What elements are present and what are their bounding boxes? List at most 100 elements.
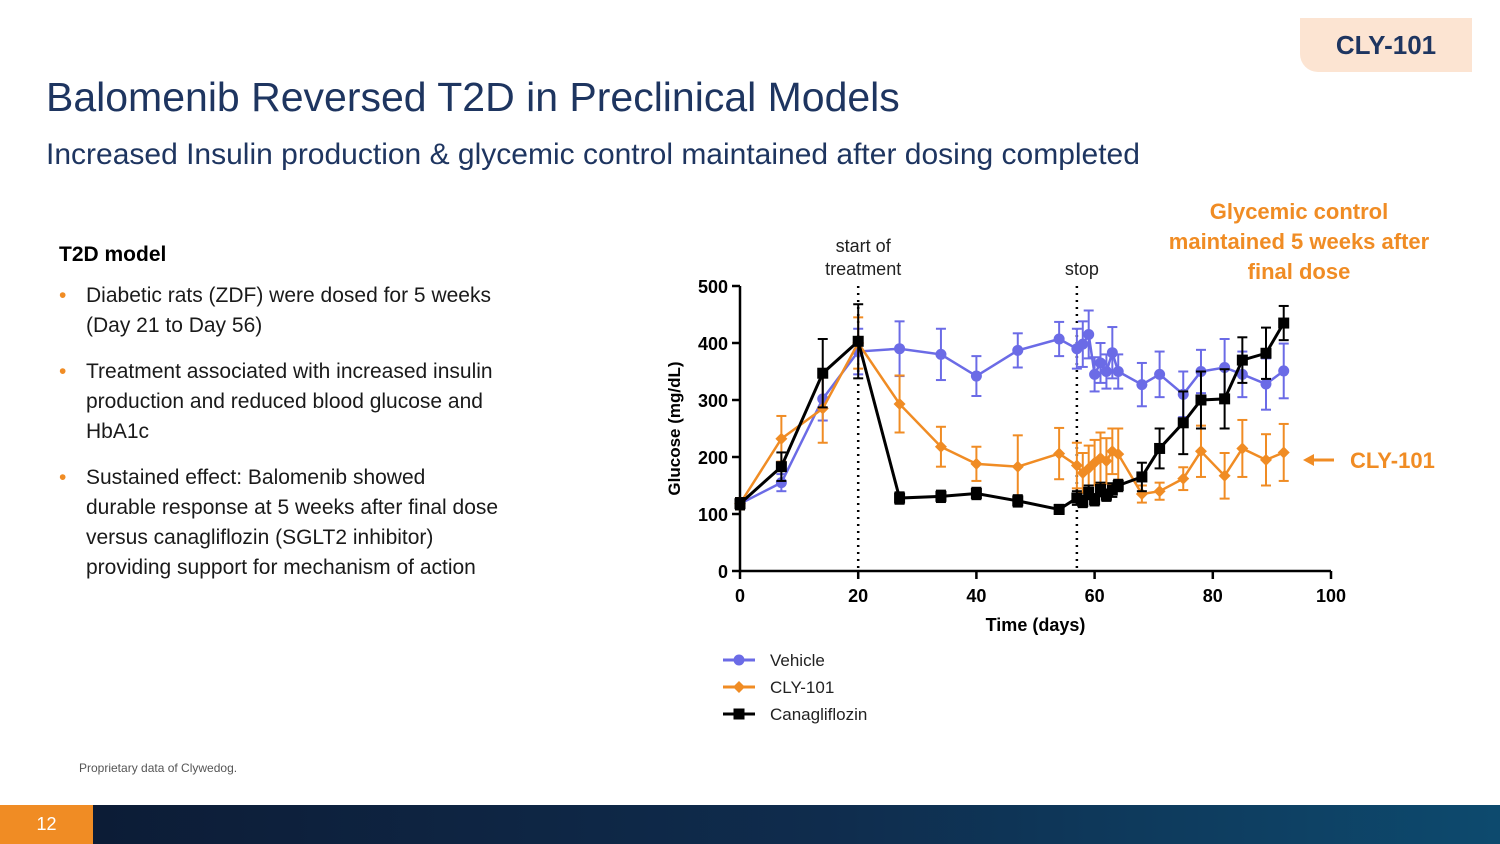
bullet-item: • Treatment associated with increased ins… [59, 357, 499, 447]
footnote: Proprietary data of Clywedog. [79, 761, 238, 775]
bullet-text: Treatment associated with increased insu… [86, 360, 493, 443]
data-point [1089, 494, 1101, 506]
data-point [816, 402, 829, 415]
data-point [935, 490, 947, 502]
callout-text: final dose [1248, 259, 1351, 284]
data-point [1136, 471, 1148, 483]
data-point [1100, 366, 1112, 377]
bullet-marker: • [59, 360, 67, 383]
data-point [1053, 447, 1066, 460]
data-point [1077, 338, 1089, 350]
data-point [894, 492, 906, 504]
callout-series-label: CLY-101 [1350, 448, 1435, 473]
y-tick-label: 300 [698, 391, 728, 411]
data-point [1112, 448, 1125, 461]
x-tick-label: 20 [848, 586, 868, 606]
data-point [970, 457, 983, 470]
data-point [1260, 347, 1272, 359]
data-point [935, 348, 947, 360]
y-tick-label: 100 [698, 505, 728, 525]
bullet-text: Diabetic rats (ZDF) were dosed for 5 wee… [86, 284, 491, 337]
dosing-marker-label: treatment [825, 259, 901, 279]
data-point [1218, 469, 1231, 482]
bullet-marker: • [59, 466, 67, 489]
data-point [1278, 317, 1290, 329]
y-tick-label: 0 [718, 562, 728, 582]
page-title: Balomenib Reversed T2D in Preclinical Mo… [46, 74, 900, 120]
page-subtitle: Increased Insulin production & glycemic … [46, 138, 1140, 171]
x-tick-label: 100 [1316, 586, 1346, 606]
data-point [1153, 485, 1166, 498]
data-point [1053, 503, 1065, 515]
data-point [894, 343, 906, 355]
legend-label: CLY-101 [770, 678, 834, 697]
data-point [1194, 445, 1207, 458]
dosing-marker-label: start of [836, 236, 892, 256]
data-point [1012, 344, 1024, 356]
x-tick-label: 40 [966, 586, 986, 606]
x-axis-label: Time (days) [986, 615, 1086, 635]
series-line [738, 322, 1286, 512]
callout-text: Glycemic control [1210, 199, 1389, 224]
dosing-marker-label: stop [1065, 259, 1099, 279]
y-tick-label: 400 [698, 334, 728, 354]
data-point [1219, 362, 1231, 374]
data-point [1236, 354, 1248, 366]
data-point [1053, 333, 1065, 345]
data-point [1071, 492, 1083, 504]
y-tick-label: 200 [698, 448, 728, 468]
y-axis-label: Glucose (mg/dL) [665, 361, 684, 495]
data-point [1278, 365, 1290, 377]
data-point [1219, 393, 1231, 405]
data-point [734, 498, 746, 510]
data-point [1259, 453, 1272, 466]
bullet-item: • Diabetic rats (ZDF) were dosed for 5 we… [59, 281, 499, 341]
bullet-list: • Diabetic rats (ZDF) were dosed for 5 we… [59, 281, 499, 583]
model-description-panel: T2D model • Diabetic rats (ZDF) were dose… [59, 243, 499, 599]
legend-label: Vehicle [770, 651, 825, 670]
x-tick-label: 0 [735, 586, 745, 606]
data-point [775, 461, 787, 473]
footer-bar: 12 [0, 805, 1500, 844]
bullet-text: Sustained effect: Balomenib showed durab… [86, 466, 499, 579]
data-point [1095, 357, 1107, 369]
legend-label: Canagliflozin [770, 705, 867, 724]
data-point [1077, 495, 1089, 507]
data-point [1177, 472, 1190, 485]
series-line [739, 330, 1285, 505]
data-point [1136, 379, 1148, 391]
data-point [1106, 484, 1118, 496]
legend-marker [733, 681, 745, 693]
data-point [775, 432, 788, 445]
data-point [852, 335, 864, 347]
page-number: 12 [0, 805, 93, 844]
bullet-item: • Sustained effect: Balomenib showed dura… [59, 463, 499, 583]
data-point [1112, 480, 1124, 491]
data-point [1100, 489, 1112, 501]
data-point [1260, 378, 1272, 390]
callout-arrow-head [1303, 454, 1314, 466]
data-point [1100, 454, 1113, 467]
data-point [1070, 459, 1083, 472]
x-tick-label: 80 [1203, 586, 1223, 606]
data-point [817, 367, 829, 379]
data-point [1083, 486, 1095, 498]
data-point [1177, 417, 1189, 429]
data-point [1095, 483, 1107, 495]
data-point [1011, 460, 1024, 473]
data-point [1154, 442, 1166, 454]
data-point [1195, 394, 1207, 406]
section-heading: T2D model [59, 243, 167, 266]
data-point [1112, 366, 1124, 377]
bullet-marker: • [59, 284, 67, 307]
y-tick-label: 500 [698, 277, 728, 297]
legend-marker [733, 654, 745, 666]
legend-marker [733, 708, 745, 720]
callout-text: maintained 5 weeks after [1169, 229, 1430, 254]
data-point [893, 397, 906, 410]
data-point [1083, 328, 1095, 340]
data-point [1012, 495, 1024, 507]
data-point [1154, 368, 1166, 380]
product-badge: CLY-101 [1300, 18, 1472, 72]
